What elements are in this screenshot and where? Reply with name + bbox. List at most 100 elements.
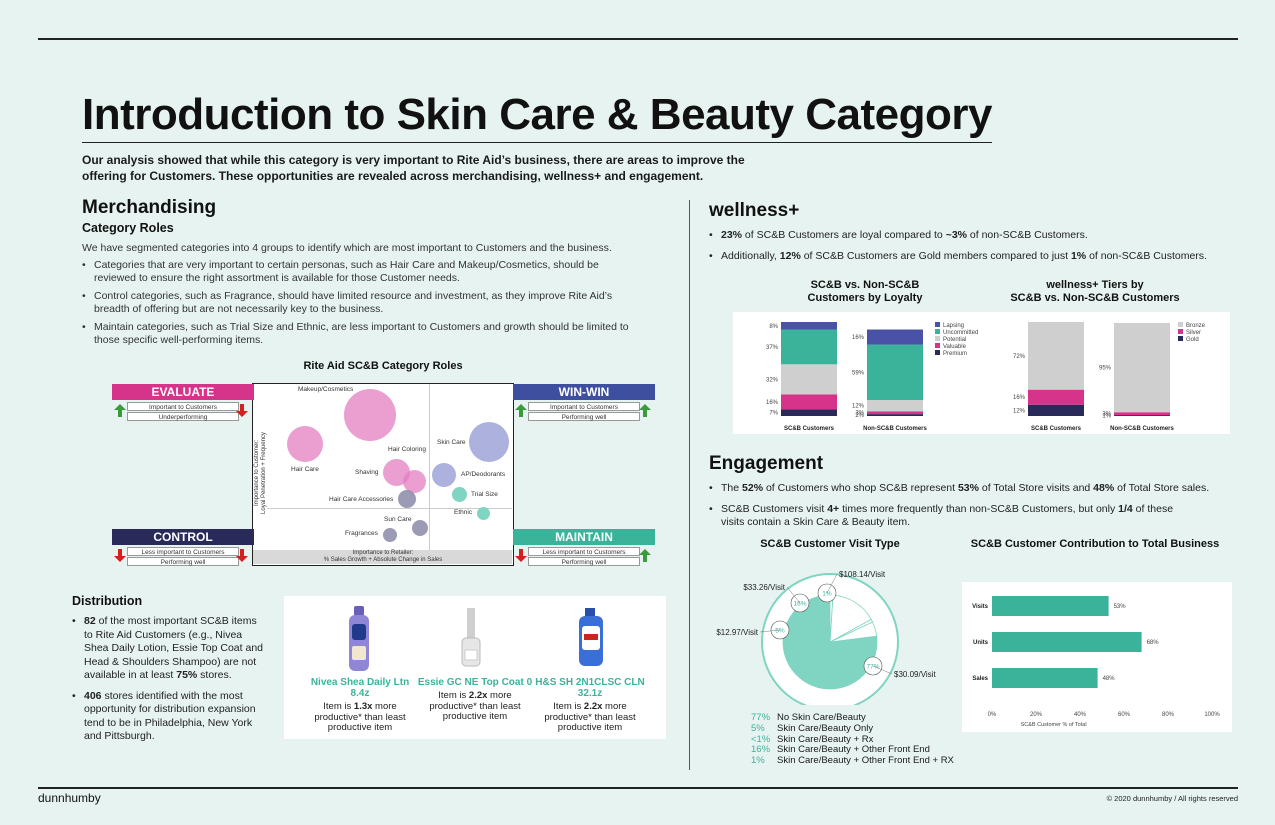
product-card: H&S SH 2N1CLSC CLN 32.1z Item is 2.2x mo… (530, 677, 650, 734)
tiers-chart-svg: 12% 16% 72% SC&B Customers 1%3% 95% Non-SC&B C… (1013, 322, 1206, 432)
visit-type-pie: 77% $30.09/Visit 5% $12.97/Visit 16% $33.26/V… (716, 570, 936, 705)
arrow-down-icon (236, 549, 248, 562)
bar-segment (1028, 404, 1084, 416)
shampoo-bottle-icon (579, 608, 603, 666)
loyalty-chart: 7% 16% 32% 37% 8% SC&B Customers 2% 3% 12% 59% 16%… (733, 312, 983, 434)
desc-mult: 2.2x (468, 690, 488, 701)
x-axis-label: SC&B Customer % of Total (1021, 722, 1087, 728)
bar-segment (1114, 322, 1170, 413)
stat-text: of Total Store visits and (978, 482, 1094, 494)
bar-segment (867, 400, 923, 412)
legend-label: Skin Care/Beauty + Other Front End + RX (777, 755, 954, 767)
merchandising-title: Merchandising (82, 197, 217, 218)
bubble-label: Ethnic (454, 509, 473, 516)
desc-pre: Item is (323, 701, 354, 712)
data-label: 3% (855, 411, 864, 417)
legend-swatch (935, 336, 940, 341)
visit-type-legend: 77% No Skin Care/Beauty 5% Skin Care/Beauty… (751, 712, 954, 767)
tick-label: SC&B Customers (784, 426, 835, 432)
data-label: 3% (1102, 412, 1111, 418)
bar (992, 668, 1098, 688)
bubble-makeup (344, 389, 396, 441)
tick-label: 100% (1204, 712, 1220, 718)
bubble-label: Makeup/Cosmetics (298, 386, 354, 393)
product-card: Nivea Shea Daily Ltn 8.4z Item is 1.3x m… (300, 677, 420, 734)
legend-row: 77% No Skin Care/Beauty (751, 712, 954, 724)
tick-label: SC&B Customers (1031, 426, 1082, 432)
pie-pct-label: 5% (775, 628, 785, 635)
legend-label: Skin Care/Beauty + Other Front End (777, 744, 930, 756)
contribution-title: SC&B Customer Contribution to Total Busi… (970, 538, 1220, 550)
pie-pct-label: 16% (793, 601, 806, 608)
visit-type-title: SC&B Customer Visit Type (760, 538, 900, 550)
page-title: Introduction to Skin Care & Beauty Categ… (82, 90, 992, 139)
arrow-up-icon (639, 404, 651, 417)
data-label: 16% (1013, 395, 1026, 401)
legend-label: Uncommitted (943, 330, 978, 336)
top-rule (38, 38, 1238, 40)
stat-text: of SC&B Customers are loyal compared to (742, 229, 946, 241)
title-underline (82, 142, 992, 143)
legend-row: 1% Skin Care/Beauty + Other Front End + R… (751, 755, 954, 767)
category-label: Sales (972, 676, 988, 682)
callout-line (786, 586, 801, 604)
stat-text: stores. (197, 669, 232, 681)
legend-pct: 16% (751, 744, 771, 756)
list-item: SC&B Customers visit 4+ times more frequ… (709, 503, 1199, 530)
merch-bullets: Categories that are very important to ce… (82, 259, 642, 348)
distribution-title: Distribution (72, 594, 143, 608)
legend-label: Lapsing (943, 323, 964, 329)
arrow-down-icon (114, 549, 126, 562)
data-label: 59% (852, 370, 865, 376)
product-desc: Item is 1.3x more productive* than least… (300, 701, 420, 734)
pie-visit-label: $33.26/Visit (743, 583, 785, 592)
bubble-skin-care (469, 422, 509, 462)
legend-pct: 1% (751, 755, 765, 767)
arrow-up-icon (515, 404, 527, 417)
data-label: 32% (766, 377, 779, 383)
stat-value: 4+ (827, 502, 840, 515)
legend-label: Potential (943, 337, 966, 343)
legend-swatch (935, 329, 940, 334)
intro-text: Our analysis showed that while this cate… (82, 153, 745, 183)
stat-text: Additionally, (721, 249, 780, 262)
data-label: 53% (1114, 604, 1127, 610)
stat-value: 48% (1093, 482, 1115, 494)
bar (992, 596, 1109, 616)
contribution-chart: Visits 53% Units 68% Sales 48% 0% 20% 40% 60% 80% 1… (962, 582, 1232, 732)
maintain-label: MAINTAIN (513, 529, 655, 545)
bar-segment (781, 329, 837, 365)
legend-label: No Skin Care/Beauty (777, 712, 866, 723)
data-label: 7% (769, 411, 778, 417)
bubble-ap-deodorants (432, 463, 456, 487)
bar-segment (781, 409, 837, 416)
legend-swatch (1178, 336, 1183, 341)
lotion-bottle-icon (349, 606, 369, 671)
legend-label: Bronze (1186, 323, 1206, 329)
bubble-label: AP/Deodorants (461, 471, 506, 478)
bar-segment (867, 414, 923, 416)
distribution-bullets: 82 of the most important SC&B items to R… (72, 615, 267, 744)
category-label: Units (973, 640, 989, 646)
maintain-row1: Less important to Customers (528, 547, 640, 556)
tick-label: 40% (1074, 712, 1087, 718)
arrow-up-icon (639, 549, 651, 562)
footer-brand: dunnhumby (38, 791, 101, 805)
bar-segment (1028, 389, 1084, 405)
bubble-fragrances (383, 528, 397, 542)
data-label: 2% (855, 413, 864, 419)
data-label: 16% (766, 400, 779, 406)
bar-segment (1114, 415, 1170, 416)
list-item: 406 stores identified with the most oppo… (72, 690, 267, 744)
bubble-label: Hair Care Accessories (329, 496, 394, 503)
legend-label: Skin Care/Beauty + Rx (777, 733, 874, 745)
evaluate-label: EVALUATE (112, 384, 254, 400)
bar-segment (1114, 412, 1170, 416)
merch-lead: We have segmented categories into 4 grou… (82, 242, 612, 254)
stat-text: of Customers who shop SC&B represent (763, 482, 958, 494)
arrow-down-icon (236, 404, 248, 417)
data-label: 1% (1102, 414, 1111, 420)
x-axis-label-line2: % Sales Growth + Absolute Change in Sale… (323, 556, 443, 563)
bubble-label: Skin Care (437, 439, 466, 446)
evaluate-box: Important to Customers Underperforming (112, 401, 254, 425)
